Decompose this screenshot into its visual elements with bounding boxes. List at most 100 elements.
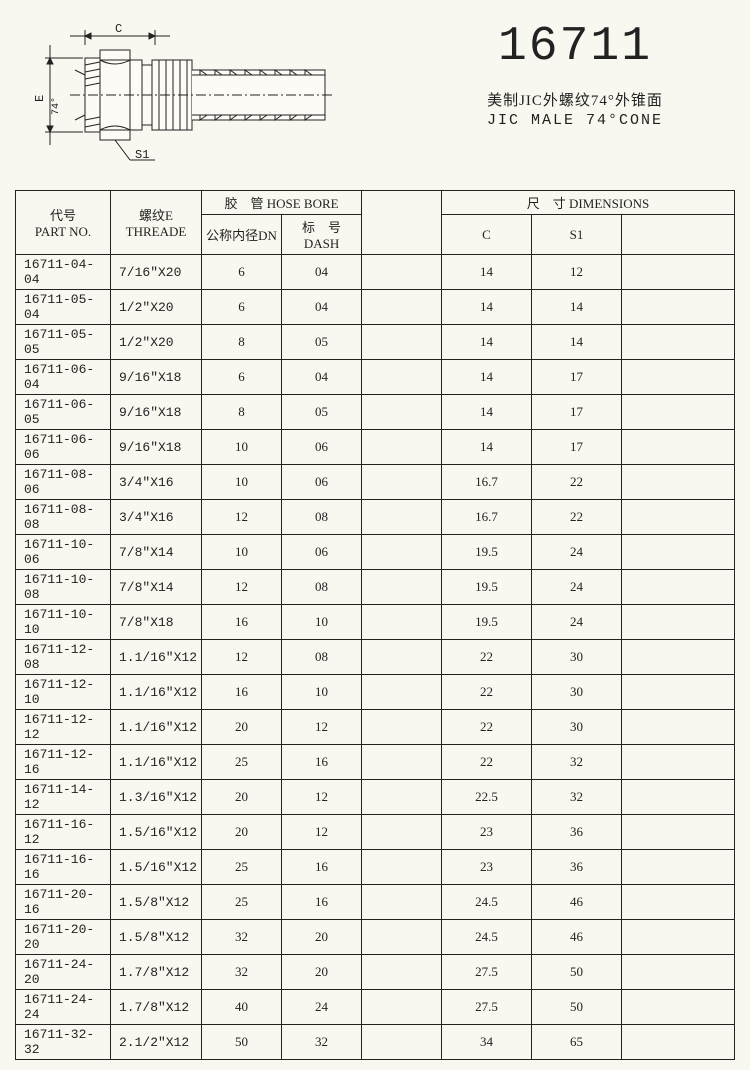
table-cell xyxy=(362,395,442,430)
table-cell: 05 xyxy=(282,395,362,430)
dim-angle-label: 74° xyxy=(50,97,62,115)
subtitle-english: JIC MALE 74°CONE xyxy=(415,112,735,129)
table-cell: 16711-08-06 xyxy=(16,465,111,500)
table-cell: 24 xyxy=(532,535,622,570)
technical-drawing: C xyxy=(15,20,355,170)
table-cell: 16 xyxy=(202,675,282,710)
page: C xyxy=(0,0,750,1070)
table-cell: 12 xyxy=(282,815,362,850)
table-cell: 6 xyxy=(202,255,282,290)
table-cell xyxy=(362,465,442,500)
table-cell: 1.5/16″X12 xyxy=(111,850,202,885)
table-cell xyxy=(622,710,735,745)
table-row: 16711-20-201.5/8″X12322024.546 xyxy=(16,920,735,955)
th-dash-cn: 标 号 xyxy=(302,220,341,235)
table-cell: 1.1/16″X12 xyxy=(111,675,202,710)
table-row: 16711-16-121.5/16″X1220122336 xyxy=(16,815,735,850)
table-cell: 65 xyxy=(532,1025,622,1060)
table-cell: 16711-20-20 xyxy=(16,920,111,955)
table-cell: 22 xyxy=(532,500,622,535)
table-cell: 8 xyxy=(202,395,282,430)
th-part-no-en: PART NO. xyxy=(35,224,91,239)
table-cell xyxy=(622,955,735,990)
table-cell: 16711-16-16 xyxy=(16,850,111,885)
table-cell: 1.5/16″X12 xyxy=(111,815,202,850)
table-cell: 22.5 xyxy=(442,780,532,815)
dim-c-label: C xyxy=(115,22,122,36)
table-cell xyxy=(362,955,442,990)
table-cell xyxy=(362,745,442,780)
table-row: 16711-12-161.1/16″X1225162232 xyxy=(16,745,735,780)
table-cell: 19.5 xyxy=(442,535,532,570)
table-cell: 50 xyxy=(532,955,622,990)
table-cell xyxy=(362,535,442,570)
table-cell: 16 xyxy=(282,885,362,920)
table-cell: 16711-16-12 xyxy=(16,815,111,850)
table-cell xyxy=(622,920,735,955)
table-cell: 06 xyxy=(282,535,362,570)
table-cell xyxy=(622,1025,735,1060)
table-cell: 17 xyxy=(532,360,622,395)
th-thread-en: THREADE xyxy=(126,224,187,239)
table-cell: 20 xyxy=(282,955,362,990)
table-cell: 23 xyxy=(442,850,532,885)
table-row: 16711-06-059/16″X188051417 xyxy=(16,395,735,430)
table-cell: 17 xyxy=(532,395,622,430)
table-cell xyxy=(362,815,442,850)
table-row: 16711-05-051/2″X208051414 xyxy=(16,325,735,360)
th-part-no-cn: 代号 xyxy=(50,208,76,223)
table-cell: 16711-12-12 xyxy=(16,710,111,745)
table-cell: 40 xyxy=(202,990,282,1025)
th-spacer xyxy=(362,191,442,255)
table-cell xyxy=(622,255,735,290)
table-cell: 1.1/16″X12 xyxy=(111,640,202,675)
table-cell xyxy=(622,465,735,500)
table-cell: 12 xyxy=(282,780,362,815)
table-cell xyxy=(362,990,442,1025)
th-thread-cn: 螺纹E xyxy=(139,208,173,223)
table-cell: 10 xyxy=(202,535,282,570)
table-cell: 20 xyxy=(202,710,282,745)
table-cell xyxy=(622,780,735,815)
table-cell: 14 xyxy=(442,290,532,325)
table-cell: 25 xyxy=(202,745,282,780)
table-cell: 08 xyxy=(282,640,362,675)
table-cell: 14 xyxy=(442,255,532,290)
table-row: 16711-14-121.3/16″X12201222.532 xyxy=(16,780,735,815)
table-cell xyxy=(362,675,442,710)
table-cell: 22 xyxy=(442,675,532,710)
table-cell: 16711-12-10 xyxy=(16,675,111,710)
table-cell xyxy=(622,745,735,780)
table-row: 16711-06-049/16″X186041417 xyxy=(16,360,735,395)
table-row: 16711-12-121.1/16″X1220122230 xyxy=(16,710,735,745)
table-cell xyxy=(622,290,735,325)
table-cell: 1.1/16″X12 xyxy=(111,710,202,745)
table-cell: 20 xyxy=(202,815,282,850)
table-cell xyxy=(622,640,735,675)
table-row: 16711-24-241.7/8″X12402427.550 xyxy=(16,990,735,1025)
table-cell xyxy=(622,325,735,360)
table-cell: 8 xyxy=(202,325,282,360)
table-cell: 16711-32-32 xyxy=(16,1025,111,1060)
fitting-drawing-svg: C xyxy=(15,20,355,170)
table-cell xyxy=(362,325,442,360)
table-cell: 16711-06-04 xyxy=(16,360,111,395)
th-hose-bore: 胶 管 HOSE BORE xyxy=(202,191,362,215)
table-cell xyxy=(622,990,735,1025)
table-row: 16711-05-041/2″X206041414 xyxy=(16,290,735,325)
table-cell: 20 xyxy=(282,920,362,955)
table-row: 16711-08-063/4″X16100616.722 xyxy=(16,465,735,500)
table-cell: 30 xyxy=(532,710,622,745)
table-cell: 1.5/8″X12 xyxy=(111,920,202,955)
table-cell xyxy=(622,430,735,465)
table-cell: 14 xyxy=(532,290,622,325)
table-cell: 2.1/2″X12 xyxy=(111,1025,202,1060)
table-cell: 14 xyxy=(442,395,532,430)
table-cell: 04 xyxy=(282,255,362,290)
table-cell xyxy=(622,815,735,850)
table-cell: 16711-24-24 xyxy=(16,990,111,1025)
table-cell xyxy=(622,675,735,710)
table-cell: 16711-10-10 xyxy=(16,605,111,640)
table-cell xyxy=(362,920,442,955)
table-row: 16711-10-087/8″X14120819.524 xyxy=(16,570,735,605)
